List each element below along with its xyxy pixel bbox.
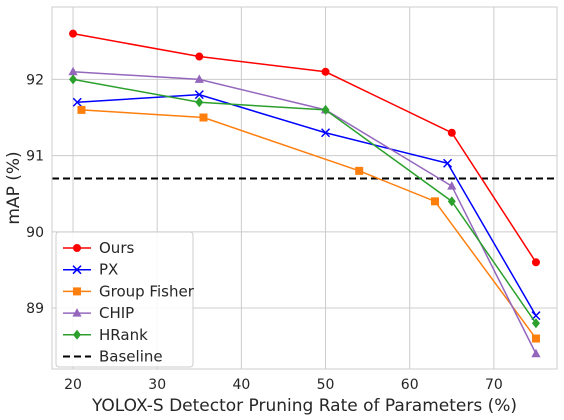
legend-item: PX [63,261,118,279]
x-tick-label: 60 [401,377,419,393]
y-tick-label: 89 [26,301,44,317]
data-point [447,181,457,190]
data-point [531,318,540,329]
x-tick-label: 70 [485,377,503,393]
legend-marker [73,287,81,296]
x-axis-label: YOLOX-S Detector Pruning Rate of Paramet… [91,396,517,416]
data-point [447,196,456,207]
series-line [72,32,537,263]
series-group-fisher [77,105,540,343]
data-point [430,197,439,206]
data-point [321,104,330,115]
tick-labels: 20 30 40 50 60 70 89 90 91 92 [26,72,503,393]
legend-label: PX [99,261,118,279]
legend-item: Baseline [63,348,163,366]
legend-marker [73,329,81,340]
legend-marker [72,265,82,275]
legend-marker [72,308,82,317]
data-point [199,113,208,122]
x-tick-label: 30 [148,377,166,393]
legend-box [55,231,194,368]
data-point [194,90,204,100]
y-axis-label: mAP (%) [4,151,24,224]
data-point [531,258,540,267]
legend-item: HRank [63,326,148,344]
legend-item: Group Fisher [63,282,195,300]
legend-item: Ours [63,239,134,257]
series-px [72,90,541,321]
data-point [77,105,86,114]
legend-item: CHIP [63,304,134,322]
legend-marker [73,244,81,252]
series-layer [68,29,541,358]
data-point [443,158,453,168]
legend-label: Group Fisher [99,282,195,300]
series-hrank [69,74,540,329]
legend-label: CHIP [99,304,134,322]
data-point [69,74,78,85]
data-point [321,128,331,138]
legend-label: HRank [99,326,148,344]
data-point [195,52,204,61]
data-point [69,29,78,38]
y-tick-label: 90 [26,225,44,241]
legend: Ours PX Group Fisher CHIP HRank Baseline [55,231,195,368]
data-point [321,67,330,76]
data-point [68,66,78,76]
x-tick-label: 50 [317,377,335,393]
y-tick-label: 92 [26,72,44,88]
data-point [194,74,204,83]
legend-label: Ours [99,239,134,257]
series-ours [69,29,540,267]
data-point [195,97,204,108]
legend-label: Baseline [99,348,163,366]
data-point [531,334,540,343]
x-tick-label: 20 [64,377,82,393]
data-point [447,128,456,137]
x-tick-label: 40 [232,377,250,393]
data-point [72,97,82,107]
data-point [355,166,364,175]
y-tick-label: 91 [26,149,44,165]
data-point [531,348,541,358]
plot-frame [51,6,558,370]
